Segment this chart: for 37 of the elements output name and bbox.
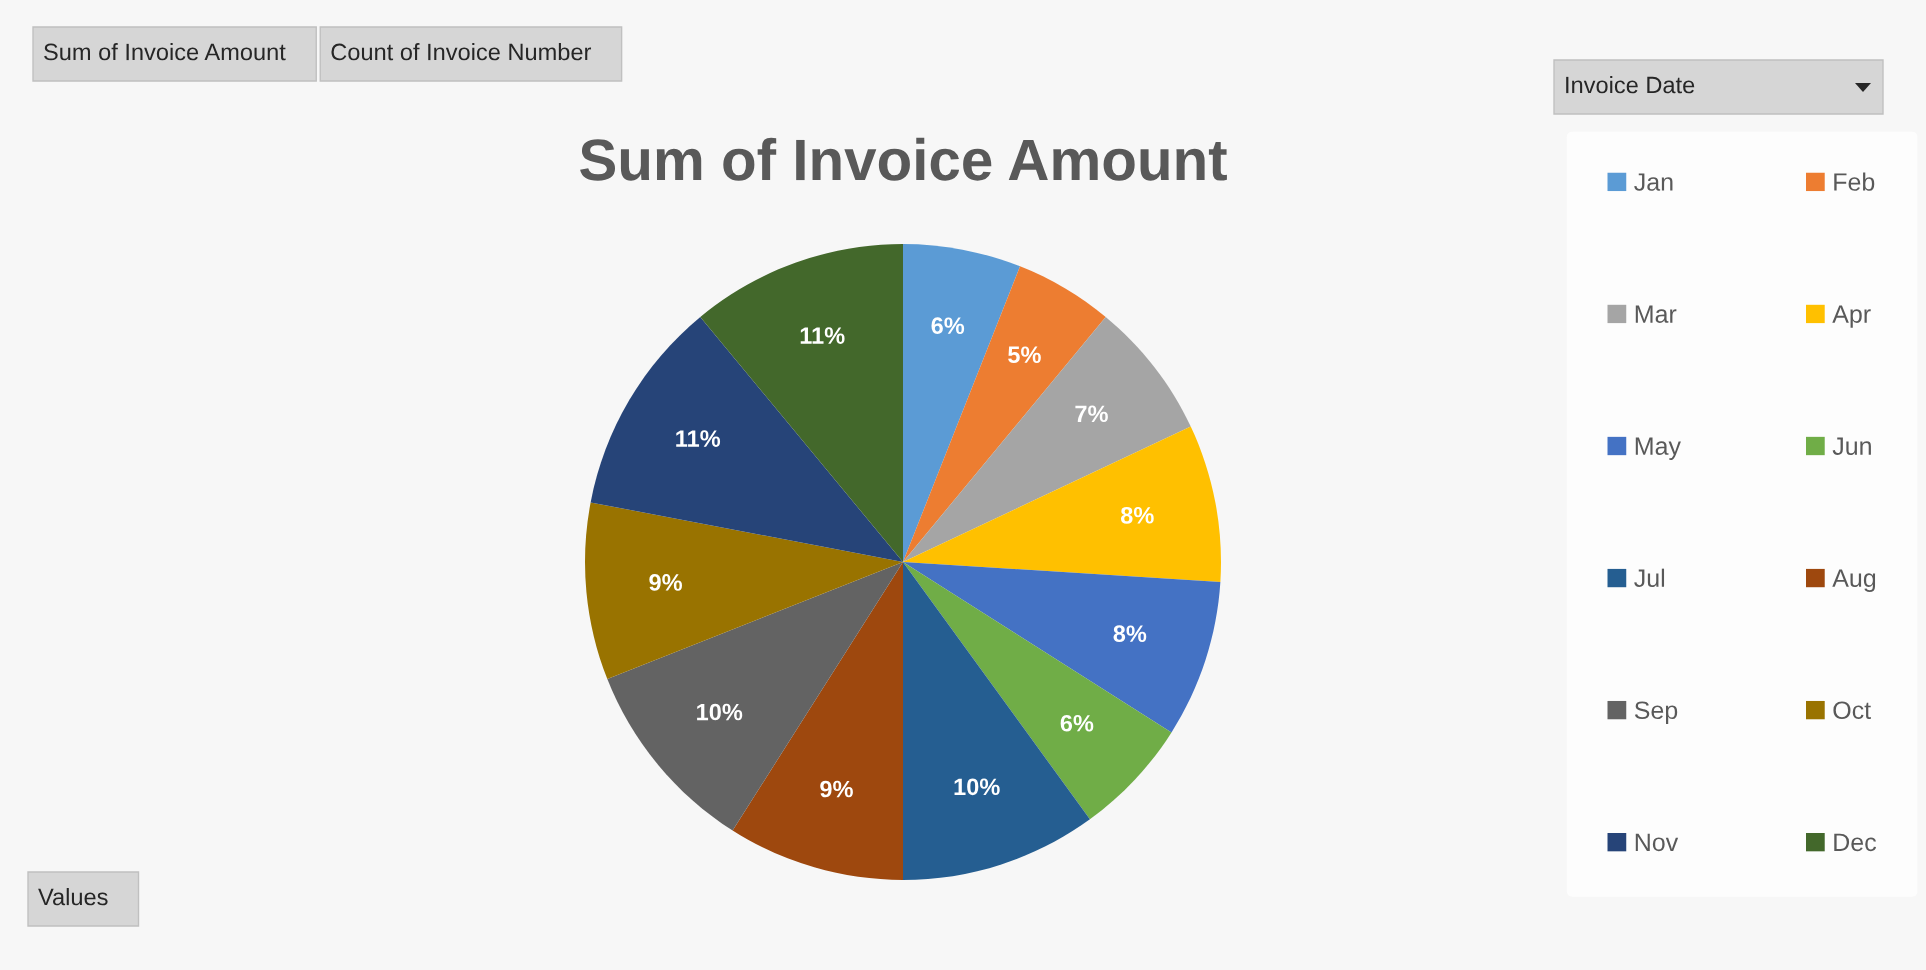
data-label: 10% [697,703,743,721]
data-label: 9% [649,574,682,591]
data-label: 6% [931,317,965,335]
pie-slice [903,266,1106,562]
pie-slice [590,316,903,562]
data-label: 10% [954,778,1000,796]
legend-label: May [1635,437,1681,460]
legend-label: Jan [1634,173,1673,191]
data-label: 8% [1120,506,1154,524]
legend-label: Feb [1834,172,1875,191]
text: Values [38,887,108,906]
data-label: 7% [1075,405,1108,423]
pie-slice [903,562,1221,733]
legend-label: Jun [1832,437,1871,455]
legend-label: Aug [1832,569,1876,592]
legend-label: Dec [1834,833,1877,852]
data-label: 6% [1060,714,1094,732]
pie-slice [607,562,903,831]
chart-title: Sum of Invoice Amount [580,137,1227,181]
legend-label: Mar [1635,305,1677,323]
pie-slice [903,426,1221,582]
data-label: 5% [1008,346,1041,364]
legend-label: Oct [1833,701,1871,720]
legend-label: Apr [1832,305,1871,328]
text: Count of Invoice Number [331,43,592,61]
pie-slice [903,562,1172,820]
data-label: 11% [800,327,845,344]
text: Sum of Invoice Amount [44,43,286,61]
legend-label: Jul [1634,568,1665,588]
pie-slice [585,502,903,680]
legend-title: Invoice Date [1566,76,1695,94]
legend-label: Nov [1635,833,1679,852]
pie-slice [903,316,1191,562]
data-label: 11% [676,430,721,447]
data-label: 8% [1113,625,1147,643]
legend-label: Sep [1634,701,1678,725]
data-label: 9% [820,780,853,798]
